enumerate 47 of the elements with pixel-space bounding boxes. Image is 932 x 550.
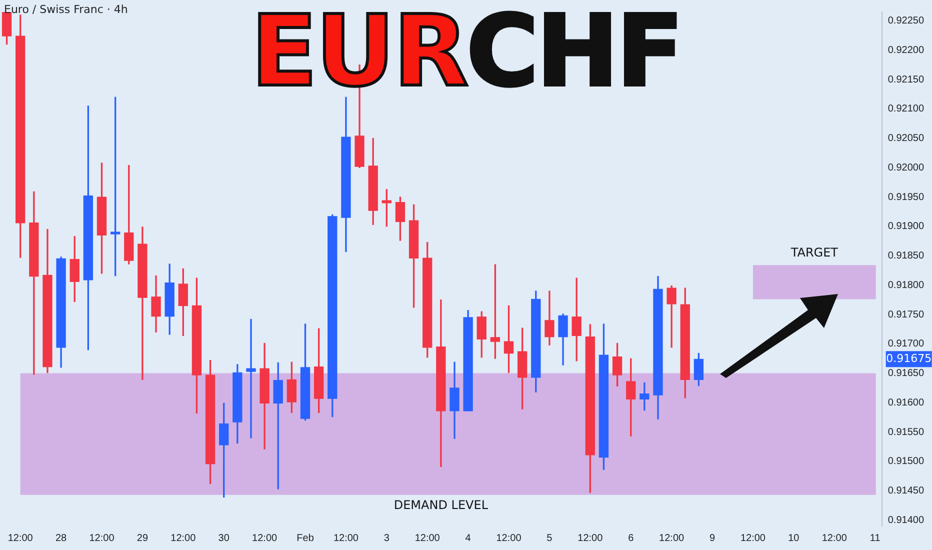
x-tick-label: 12:00: [8, 532, 34, 544]
x-tick-label: Feb: [296, 532, 314, 544]
x-tick-label: 10: [788, 532, 800, 544]
y-tick-label: 0.92000: [888, 162, 924, 174]
chart-title: EURCHF: [250, 0, 682, 109]
y-tick-label: 0.91850: [888, 250, 924, 262]
x-tick-label: 12:00: [333, 532, 359, 544]
x-tick-label: 12:00: [578, 532, 604, 544]
y-tick-label: 0.91750: [888, 309, 924, 320]
x-tick-label: 6: [628, 532, 634, 544]
y-tick-label: 0.91550: [888, 426, 924, 438]
x-tick-label: 9: [709, 532, 716, 544]
y-tick-label: 0.91800: [888, 280, 924, 291]
text: 0.91675: [886, 352, 932, 366]
y-tick-label: 0.92050: [888, 133, 924, 144]
x-tick-label: 11: [870, 532, 881, 544]
y-tick-label: 0.92100: [888, 104, 924, 115]
x-tick-label: 12:00: [170, 532, 196, 544]
x-tick-label: 12:00: [89, 532, 115, 544]
y-tick-label: 0.92250: [888, 16, 924, 27]
x-tick-label: 12:00: [822, 532, 848, 544]
x-tick-label: 28: [55, 532, 68, 544]
y-tick-label: 0.91900: [888, 221, 924, 232]
y-tick-label: 0.92200: [888, 44, 924, 56]
y-tick-label: 0.91650: [888, 368, 924, 380]
x-tick-label: 12:00: [496, 532, 522, 544]
x-tick-label: 29: [136, 532, 148, 544]
x-tick-label: 12:00: [740, 532, 766, 544]
x-tick-label: 5: [546, 532, 553, 544]
x-tick-label: 30: [218, 532, 230, 544]
y-tick-label: 0.91700: [888, 338, 924, 350]
y-tick-label: 0.91400: [888, 514, 924, 526]
x-tick-label: 12:00: [659, 532, 685, 544]
y-tick-label: 0.91950: [888, 192, 924, 203]
x-tick-label: 12:00: [252, 532, 278, 544]
x-tick-label: 4: [465, 532, 472, 544]
y-tick-label: 0.91600: [888, 397, 924, 408]
y-tick-label: 0.92150: [888, 74, 924, 86]
x-tick-label: 12:00: [414, 532, 440, 544]
band-label: TARGET: [790, 245, 839, 260]
y-tick-label: 0.91450: [888, 486, 924, 497]
band-label: DEMAND LEVEL: [394, 498, 488, 512]
candlestick: [640, 382, 650, 411]
candlestick: [246, 318, 256, 438]
x-tick-label: 3: [384, 532, 390, 544]
chart-subtitle: Euro / Swiss Franc · 4h: [4, 3, 128, 16]
y-tick-label: 0.91500: [888, 456, 924, 468]
